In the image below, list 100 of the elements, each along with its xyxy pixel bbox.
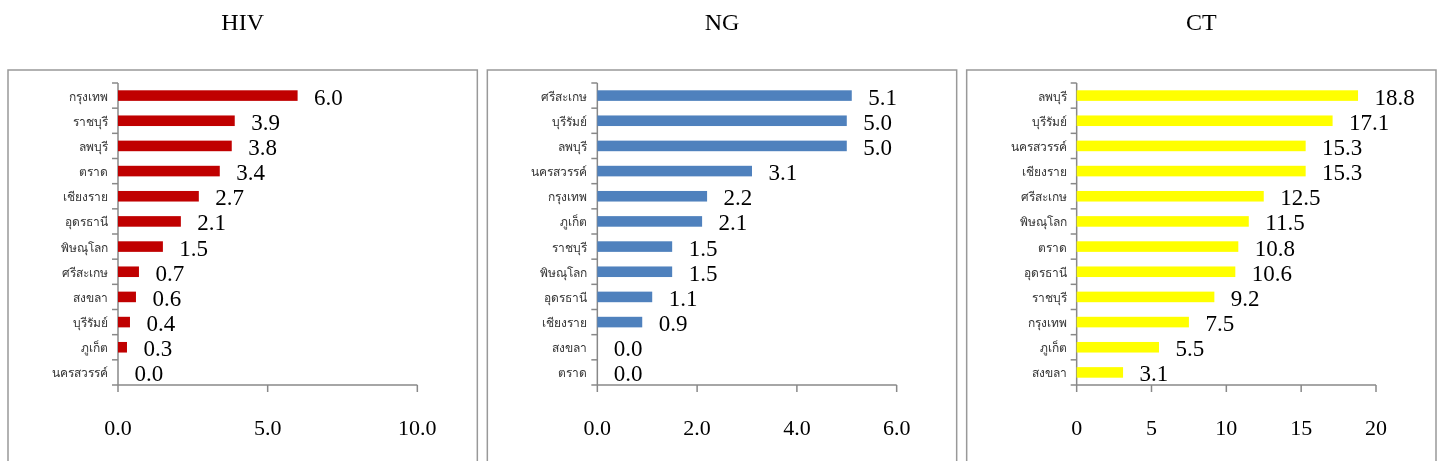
y-tick-label: บุรีรัมย์: [73, 316, 108, 332]
y-tick-label: พิษณุโลก: [61, 240, 108, 256]
y-tick-label: ราชบุรี: [73, 114, 109, 130]
data-label: 17.1: [1349, 109, 1390, 135]
x-tick-label: 0: [1071, 415, 1083, 440]
y-tick-label: สงขลา: [552, 341, 588, 356]
bar: [118, 165, 220, 177]
bar: [1076, 115, 1333, 127]
data-label: 10.6: [1251, 260, 1293, 286]
bar: [1076, 367, 1124, 378]
chart-title: CT: [1186, 9, 1218, 35]
chart-title: NG: [704, 9, 740, 35]
y-tick-label: ลพบุรี: [558, 139, 589, 155]
bar: [1076, 190, 1264, 202]
bar: [597, 291, 653, 303]
bar: [118, 216, 181, 227]
bar: [597, 316, 643, 328]
y-tick-label: กรุงเทพ: [1027, 316, 1067, 332]
data-label: 2.7: [215, 185, 245, 211]
y-tick-label: บุรีรัมย์: [1031, 114, 1067, 130]
bar: [118, 341, 127, 353]
y-tick-label: อุดรธานี: [65, 215, 108, 231]
y-tick-label: กรุงเทพ: [69, 89, 108, 105]
data-label: 5.1: [868, 84, 897, 110]
data-label: 10.8: [1254, 235, 1296, 261]
x-tick-label: 4.0: [783, 415, 811, 440]
y-tick-label: ภูเก็ต: [560, 214, 588, 231]
data-label: 15.3: [1322, 134, 1363, 160]
data-label: 5.0: [863, 109, 892, 135]
bar: [118, 190, 199, 202]
x-tick-label: 5.0: [253, 415, 282, 440]
data-label: 3.4: [236, 160, 266, 186]
y-tick-label: นครสวรรค์: [52, 366, 108, 381]
y-tick-label: เชียงราย: [1021, 165, 1067, 180]
bar: [597, 115, 847, 127]
x-tick-label: 2.0: [683, 415, 711, 440]
data-label: 0.0: [613, 336, 643, 362]
data-label: 5.5: [1175, 336, 1205, 362]
data-label: 2.1: [718, 210, 748, 236]
data-label: 18.8: [1374, 84, 1415, 110]
y-tick-label: กรุงเทพ: [548, 190, 588, 206]
bar: [1076, 140, 1306, 152]
y-tick-label: ราชบุรี: [552, 240, 589, 256]
y-tick-label: พิษณุโลก: [540, 265, 588, 281]
y-tick-label: ภูเก็ต: [1039, 340, 1067, 357]
bar: [118, 241, 163, 252]
bar: [1076, 266, 1236, 278]
data-label: 0.0: [613, 361, 643, 387]
y-tick-label: นครสวรรค์: [531, 165, 588, 180]
bar: [1076, 341, 1159, 353]
x-tick-label: 20: [1365, 415, 1387, 440]
bar: [597, 140, 847, 152]
data-label: 1.5: [688, 235, 718, 261]
x-tick-label: 10: [1215, 415, 1238, 440]
y-tick-label: ลพบุรี: [79, 139, 109, 155]
y-tick-label: เชียงราย: [63, 190, 108, 205]
y-tick-label: อุดรธานี: [544, 290, 588, 306]
data-label: 0.0: [134, 361, 164, 387]
y-tick-label: ภูเก็ต: [81, 340, 108, 357]
y-tick-label: ศรีสะเกษ: [1020, 190, 1067, 205]
bar: [118, 90, 298, 101]
y-tick-label: ลพบุรี: [1037, 89, 1068, 105]
x-tick-label: 5: [1146, 415, 1157, 440]
y-tick-label: ตราด: [1037, 240, 1067, 255]
data-label: 3.1: [768, 160, 798, 186]
y-tick-label: ศรีสะเกษ: [541, 89, 588, 104]
y-tick-label: เชียงราย: [542, 316, 588, 331]
y-tick-label: สงขลา: [73, 290, 108, 305]
data-label: 0.4: [146, 311, 176, 337]
y-tick-label: นครสวรรค์: [1010, 139, 1067, 154]
data-label: 1.5: [688, 260, 718, 286]
bar: [1076, 216, 1249, 227]
y-tick-label: อุดรธานี: [1023, 265, 1067, 281]
data-label: 1.1: [668, 285, 698, 311]
data-label: 0.9: [658, 311, 688, 337]
bar: [1076, 291, 1215, 303]
x-tick-label: 0.0: [104, 415, 132, 440]
x-tick-label: 6.0: [882, 415, 911, 440]
bar: [597, 241, 673, 252]
x-tick-label: 15: [1290, 415, 1313, 440]
x-tick-label: 0.0: [583, 415, 612, 440]
x-tick-label: 10.0: [398, 415, 437, 440]
bar: [597, 190, 708, 202]
bar: [597, 266, 673, 278]
y-tick-label: บุรีรัมย์: [552, 114, 588, 130]
data-label: 0.7: [155, 260, 185, 286]
data-label: 1.5: [179, 235, 209, 261]
data-label: 3.9: [251, 109, 280, 135]
data-label: 3.1: [1139, 361, 1169, 387]
y-tick-label: ศรีสะเกษ: [62, 265, 108, 280]
data-label: 2.2: [723, 185, 753, 211]
bar: [1076, 165, 1306, 177]
data-label: 2.1: [197, 210, 227, 236]
data-label: 12.5: [1280, 185, 1321, 211]
data-label: 3.8: [248, 134, 277, 160]
y-tick-label: พิษณุโลก: [1019, 215, 1067, 231]
data-label: 11.5: [1265, 210, 1305, 236]
y-tick-label: ตราด: [79, 165, 108, 180]
bar: [1076, 241, 1239, 252]
data-label: 0.3: [143, 336, 173, 362]
